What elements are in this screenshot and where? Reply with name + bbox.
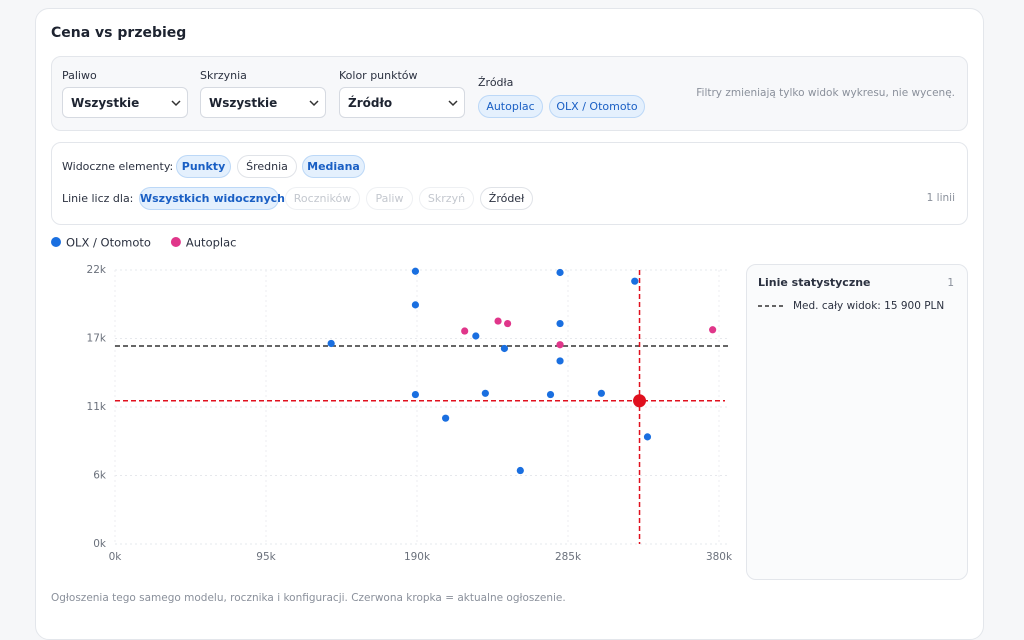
page: Cena vs przebieg OLX / Otomoto Autoplac 0k…: [35, 8, 984, 640]
stats-count: 1: [947, 277, 954, 289]
source-chip[interactable]: OLX / Otomoto: [549, 95, 645, 118]
lines-count: 1 linii: [926, 192, 955, 204]
stats-item: Med. cały widok: 15 900 PLN: [793, 300, 944, 312]
point: [631, 277, 639, 285]
lines-chip: Skrzyń: [419, 187, 474, 210]
y-tick-label: 0k: [93, 538, 107, 550]
legend-dot: [51, 237, 61, 247]
point: [481, 389, 489, 397]
point: [556, 341, 564, 349]
select[interactable]: Wszystkie: [62, 87, 188, 118]
point: [461, 327, 469, 335]
lines-chip[interactable]: Wszystkich widocznych: [139, 187, 285, 210]
visible-chip[interactable]: Mediana: [302, 155, 365, 178]
source-chip[interactable]: Autoplac: [478, 95, 543, 118]
visible-chip[interactable]: Średnia: [237, 155, 297, 178]
visible-label: Widoczne elementy:: [62, 160, 174, 173]
point: [327, 339, 335, 348]
point: [494, 317, 502, 325]
legend-label: OLX / Otomoto: [66, 236, 151, 250]
filter-label: Skrzynia: [200, 69, 247, 82]
point: [643, 433, 652, 441]
x-tick-label: 0k: [109, 551, 123, 563]
point: [504, 319, 512, 328]
point: [709, 326, 717, 334]
footer-note: Ogłoszenia tego samego modelu, rocznika …: [51, 592, 566, 604]
x-tick-label: 285k: [555, 551, 582, 563]
select[interactable]: Wszystkie: [200, 87, 326, 118]
point: [472, 332, 480, 340]
sources-label: Źródła: [478, 76, 514, 89]
lines-chip: Paliw: [366, 187, 413, 210]
stats-title: Linie statystyczne: [758, 276, 871, 289]
chevron: [171, 100, 181, 107]
lines-chip: Roczników: [285, 187, 360, 210]
point: [500, 344, 509, 353]
legend-dot: [170, 237, 181, 247]
filter-label: Paliwo: [62, 69, 97, 82]
point: [411, 390, 420, 399]
filter-label: Kolor punktów: [339, 69, 418, 82]
point: [442, 414, 450, 422]
point: [516, 466, 524, 475]
point: [411, 301, 420, 309]
filters-note: Filtry zmieniają tylko widok wykresu, ni…: [696, 87, 955, 99]
point: [556, 357, 564, 365]
card-title: Cena vs przebieg: [51, 25, 187, 41]
lines-chip[interactable]: Źródeł: [480, 187, 533, 210]
stats-panel: [746, 264, 968, 580]
y-tick-label: 11k: [87, 401, 107, 413]
select[interactable]: Źródło: [339, 87, 465, 118]
chart: OLX / Otomoto Autoplac 0k 6k 11k 17k 22k 0k 95k 1…: [51, 236, 954, 563]
point: [556, 319, 564, 328]
current-point: [633, 394, 647, 408]
point: [411, 267, 420, 275]
x-tick-label: 95k: [256, 551, 276, 563]
x-tick-label: 190k: [404, 551, 431, 563]
y-tick-label: 17k: [87, 333, 107, 345]
point: [546, 390, 555, 399]
chevron-path: [309, 100, 319, 107]
point: [556, 268, 564, 277]
point: [597, 389, 605, 397]
lines-label: Linie licz dla:: [62, 192, 134, 205]
legend-label: Autoplac: [186, 236, 237, 250]
chevron-path: [171, 100, 181, 107]
chevron: [309, 100, 319, 107]
y-tick-label: 22k: [87, 264, 107, 276]
visible-chip[interactable]: Punkty: [176, 155, 231, 178]
x-tick-label: 380k: [706, 551, 733, 563]
options-panel: [51, 142, 968, 225]
chevron: [448, 100, 458, 107]
y-tick-label: 6k: [93, 470, 107, 482]
chevron-path: [448, 100, 458, 107]
